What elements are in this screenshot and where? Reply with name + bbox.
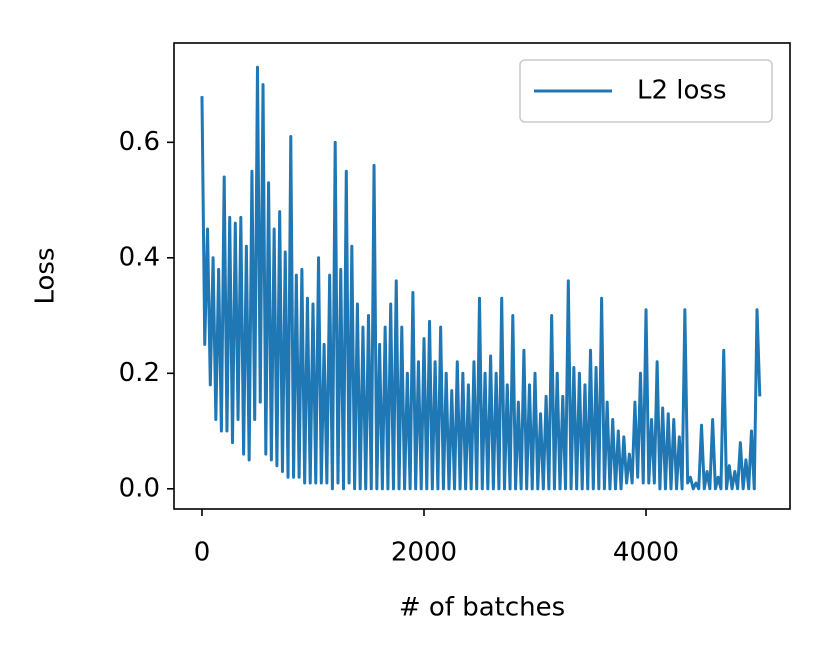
loss-line [200, 65, 762, 491]
y-tick-label: 0.6 [119, 127, 160, 157]
x-axis-label: # of batches [399, 593, 565, 623]
legend-box [519, 59, 773, 123]
x-tick-label: 0 [194, 538, 211, 568]
legend-label: L2 loss [637, 76, 727, 106]
legend: L2 loss [519, 59, 773, 123]
x-tick-label: 4000 [613, 538, 679, 568]
y-tick-label: 0.2 [119, 358, 160, 388]
x-tick-label: 2000 [391, 538, 457, 568]
y-tick-label: 0.0 [119, 473, 160, 503]
y-axis-label: Loss [31, 247, 61, 304]
plot-frame [173, 42, 791, 510]
y-tick-label: 0.4 [119, 242, 160, 272]
